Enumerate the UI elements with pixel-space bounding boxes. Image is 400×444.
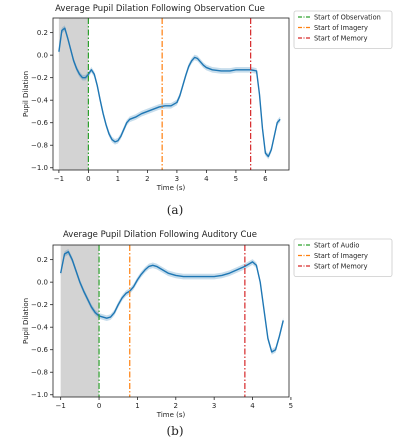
legend-box [293, 238, 393, 277]
x-tick-label: 2 [145, 175, 149, 183]
baseline-shaded-region [60, 245, 100, 397]
y-tick-label: −0.2 [31, 74, 48, 82]
y-tick-label: 0.0 [37, 52, 48, 60]
caption-a: (a) [166, 203, 184, 217]
x-axis-label: Time (s) [156, 184, 186, 192]
chart-title: Average Pupil Dilation Following Observa… [55, 4, 265, 14]
x-tick-label: 4 [250, 402, 255, 410]
y-tick-label: −0.6 [31, 346, 49, 354]
baseline-shaded-region [58, 18, 89, 170]
x-tick-label: −1 [54, 175, 64, 183]
caption-b: (b) [166, 424, 184, 438]
x-tick-label: 3 [212, 402, 216, 410]
x-tick-label: 3 [175, 175, 179, 183]
chart-a: −1 0 1 2 3 4 5 6 0.2 0.0 −0.2 −0.4 −0.6 −0.8 −1.0 Avera… [22, 4, 393, 192]
y-tick-label: 0.2 [37, 29, 48, 37]
axes-frame [52, 17, 290, 171]
legend-entry: Start of Imagery [314, 252, 368, 260]
y-tick-label: −0.4 [31, 324, 49, 332]
chart-b: −1 0 1 2 3 4 5 0.2 0.0 −0.2 −0.4 −0.6 −0.8 −1.0 Averag… [22, 230, 393, 419]
x-tick-label: 1 [116, 175, 120, 183]
x-tick-label: 0 [86, 175, 90, 183]
y-axis-label: Pupil Dilation [22, 298, 30, 344]
x-tick-label: −1 [56, 402, 66, 410]
chart-title: Average Pupil Dilation Following Auditor… [63, 230, 257, 240]
x-tick-label: 6 [263, 175, 268, 183]
y-axis-label: Pupil Dilation [22, 71, 30, 117]
legend: Start of Audio Start of Imagery Start of M… [293, 238, 393, 277]
x-axis-label: Time (s) [156, 411, 186, 419]
legend-entry: Start of Memory [314, 35, 368, 43]
x-tick-label: 1 [135, 402, 139, 410]
y-tick-label: −0.2 [31, 301, 48, 309]
y-tick-label: −0.8 [31, 369, 48, 377]
confidence-band [58, 25, 281, 160]
legend-entry: Start of Imagery [314, 24, 368, 32]
x-tick-label: 5 [289, 402, 293, 410]
x-tick-label: 4 [204, 175, 209, 183]
x-tick-label: 2 [174, 402, 178, 410]
y-tick-label: −0.6 [31, 119, 49, 127]
legend-entry: Start of Observation [314, 14, 381, 22]
x-tick-label: 0 [97, 402, 101, 410]
y-tick-label: 0.0 [37, 279, 48, 287]
y-tick-label: −0.8 [31, 142, 48, 150]
legend: Start of Observation Start of Imagery Star… [293, 10, 393, 49]
series-line [59, 251, 284, 353]
legend-entry: Start of Audio [314, 242, 359, 250]
series-line [58, 27, 281, 158]
y-tick-label: −1.0 [31, 391, 48, 399]
y-tick-label: 0.2 [37, 256, 48, 264]
legend-entry: Start of Memory [314, 263, 368, 271]
confidence-band [60, 248, 284, 355]
x-tick-label: 5 [234, 175, 238, 183]
axes-frame [52, 244, 290, 398]
y-tick-label: −0.4 [31, 97, 49, 105]
legend-box [293, 10, 393, 49]
y-tick-label: −1.0 [31, 164, 48, 172]
